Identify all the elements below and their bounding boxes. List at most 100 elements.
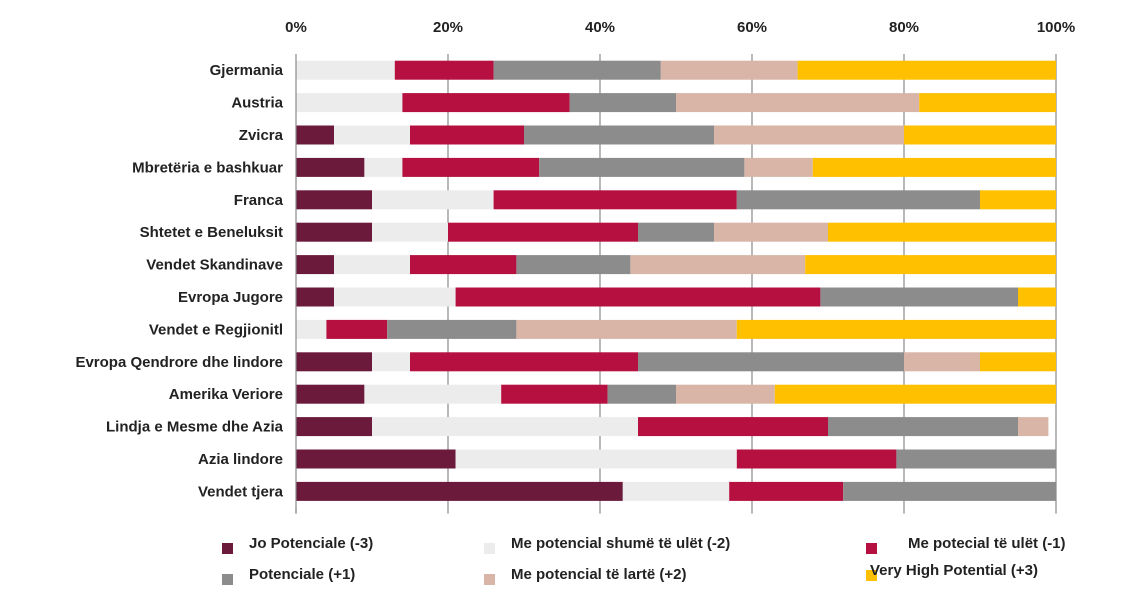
bar-segment xyxy=(410,255,517,275)
bar-segment xyxy=(364,384,502,404)
category-label: Franca xyxy=(234,192,284,209)
bar-segment xyxy=(904,125,1056,145)
x-tick-label: 100% xyxy=(1037,19,1075,36)
bar-segment xyxy=(622,481,730,501)
bar-segment xyxy=(714,222,828,242)
bar-segment xyxy=(372,190,494,210)
axes xyxy=(295,54,1057,514)
bar-segment xyxy=(638,352,904,372)
legend-label: Jo Potenciale (-3) xyxy=(249,535,373,552)
bar-segment xyxy=(402,157,540,177)
bar-segment xyxy=(1018,287,1056,307)
legend-swatch xyxy=(484,574,495,585)
bar-segment xyxy=(736,319,1056,339)
bar-segment xyxy=(676,93,920,113)
bar-segment xyxy=(828,222,1056,242)
bar-segment xyxy=(372,222,448,242)
category-label: Gjermania xyxy=(210,62,284,79)
bar-segment xyxy=(296,190,372,210)
bar-segment xyxy=(455,449,737,469)
legend-label: Me potencial shumë të ulët (-2) xyxy=(511,535,730,552)
x-tick-label: 20% xyxy=(433,19,463,36)
x-tick-label: 80% xyxy=(889,19,919,36)
legend-label: Very High Potential (+3) xyxy=(870,562,1038,579)
bar-segment xyxy=(676,384,775,404)
bar-segment xyxy=(364,157,403,177)
bar-segment xyxy=(569,93,676,113)
bar-segment xyxy=(774,384,1056,404)
gridlines xyxy=(447,54,1057,508)
bar-segment xyxy=(714,125,904,145)
category-label: Evropa Qendrore dhe lindore xyxy=(75,354,283,371)
legend-label: Me potencial të lartë (+2) xyxy=(511,566,686,583)
bar-segment xyxy=(296,157,365,177)
x-tick-labels: 0% 20% 40% 60% 80% 100% xyxy=(285,19,1075,36)
bar-segment xyxy=(394,60,494,80)
bar-segment xyxy=(296,352,372,372)
legend-swatch xyxy=(866,543,877,554)
bar-segment xyxy=(455,287,821,307)
bar-segment xyxy=(448,222,638,242)
legend-swatch xyxy=(222,574,233,585)
category-label: Zvicra xyxy=(239,127,284,144)
legend: Jo Potenciale (-3) Me potencial shumë të … xyxy=(222,535,1066,585)
bar-segment xyxy=(828,417,1018,437)
bar-segment xyxy=(843,481,1056,501)
bar-segment xyxy=(387,319,517,339)
category-label: Austria xyxy=(231,95,283,112)
category-label: Shtetet e Beneluksit xyxy=(140,224,283,241)
bar-segment xyxy=(736,190,980,210)
bar-segment xyxy=(372,417,638,437)
legend-label: Me potecial të ulët (-1) xyxy=(908,535,1066,552)
bar-segment xyxy=(501,384,608,404)
bar-segment xyxy=(296,222,372,242)
bar-segment xyxy=(296,417,372,437)
bar-segment xyxy=(820,287,1018,307)
bar-segment xyxy=(516,255,631,275)
x-tick-label: 40% xyxy=(585,19,615,36)
legend-swatch xyxy=(866,570,877,581)
bar-segment xyxy=(980,190,1056,210)
category-label: Lindja e Mesme dhe Azia xyxy=(106,419,284,436)
category-label: Mbretëria e bashkuar xyxy=(132,159,283,176)
x-tick-label: 60% xyxy=(737,19,767,36)
category-label: Azia lindore xyxy=(198,451,283,468)
bar-segment xyxy=(744,157,813,177)
bar-segment xyxy=(524,125,714,145)
bar-segment xyxy=(410,125,524,145)
bar-segment xyxy=(630,255,806,275)
category-label: Vendet e Regjionitl xyxy=(149,321,283,338)
bar-segment xyxy=(896,449,1056,469)
category-label: Vendet Skandinave xyxy=(146,257,283,274)
bar-segment xyxy=(1018,417,1049,437)
bar-segment xyxy=(919,93,1056,113)
bar-segment xyxy=(660,60,798,80)
bar-segment xyxy=(638,417,828,437)
category-labels: Gjermania Austria Zvicra Mbretëria e bashku… xyxy=(75,62,283,500)
bar-segment xyxy=(493,60,661,80)
bar-segment xyxy=(296,449,456,469)
bar-segment xyxy=(638,222,714,242)
bar-segment xyxy=(296,255,334,275)
bar-segment xyxy=(729,481,844,501)
bar-segment xyxy=(326,319,388,339)
x-tick-label: 0% xyxy=(285,19,307,36)
bar-segment xyxy=(410,352,638,372)
bar-segment xyxy=(296,287,334,307)
bar-segment xyxy=(539,157,745,177)
legend-swatch xyxy=(484,543,495,554)
bar-segment xyxy=(296,60,395,80)
bar-segment xyxy=(296,125,334,145)
bar-segment xyxy=(797,60,1056,80)
bars xyxy=(296,60,1056,501)
bar-segment xyxy=(334,255,410,275)
legend-label: Potenciale (+1) xyxy=(249,566,355,583)
category-label: Amerika Veriore xyxy=(169,386,283,403)
category-label: Evropa Jugore xyxy=(178,289,283,306)
bar-segment xyxy=(904,352,980,372)
bar-segment xyxy=(805,255,1056,275)
bar-segment xyxy=(296,93,403,113)
bar-segment xyxy=(493,190,737,210)
bar-segment xyxy=(334,287,456,307)
